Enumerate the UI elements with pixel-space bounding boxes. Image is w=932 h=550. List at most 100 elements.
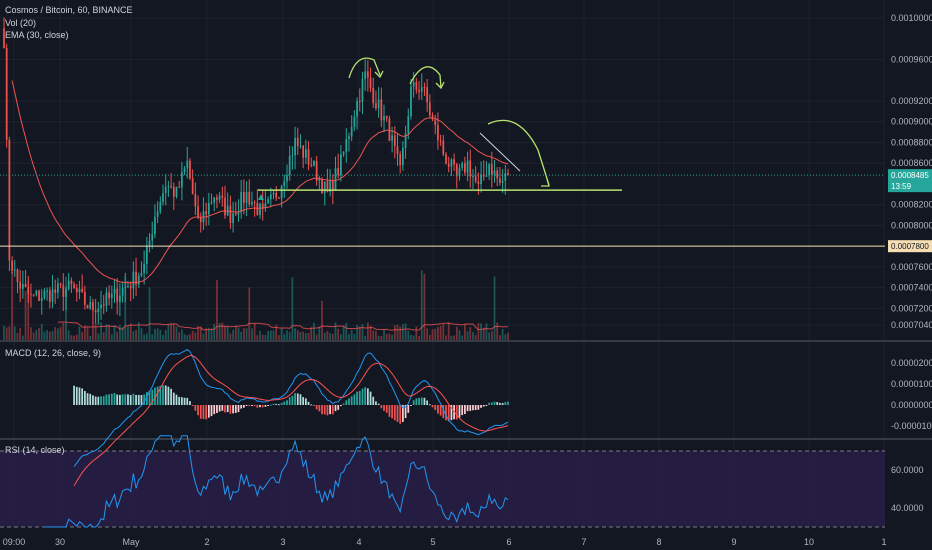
volume-bar-92 <box>251 328 253 340</box>
candle-body-7 <box>21 283 24 289</box>
candle-body-89 <box>243 191 245 204</box>
macd-hist-119 <box>323 405 326 415</box>
candle-64 <box>175 186 178 199</box>
volume-bar-73 <box>199 326 202 340</box>
volume-bar-186 <box>504 334 507 340</box>
y-tick-2: 0.0009200 <box>891 96 932 106</box>
volume-bar-110 <box>299 332 302 340</box>
candle-body-8 <box>24 283 27 288</box>
volume-bar-81 <box>221 322 224 340</box>
candle-7 <box>21 270 24 299</box>
candle-42 <box>116 278 119 315</box>
candle-body-95 <box>259 203 261 215</box>
macd-hist-91 <box>248 405 251 407</box>
macd-hist-70 <box>191 405 194 406</box>
macd-hist-147 <box>399 405 402 424</box>
volume-bar-108 <box>294 328 296 340</box>
macd-hist-186 <box>504 402 507 405</box>
volume-bar-143 <box>388 333 391 340</box>
candle-body-118 <box>321 178 323 194</box>
candle-body-28 <box>78 288 81 293</box>
volume-bar-57 <box>156 328 159 340</box>
candle-body-179 <box>485 175 488 177</box>
candle-136 <box>369 67 372 93</box>
macd-hist-154 <box>418 397 420 405</box>
candle-body-115 <box>313 161 315 166</box>
candle-29 <box>81 274 84 293</box>
volume-bar-62 <box>170 323 172 340</box>
axes: 0.0010000 0.0009600 0.0009200 0.0009000 0.00… <box>3 13 932 547</box>
candle-body-186 <box>504 173 507 181</box>
candle-body-54 <box>148 240 151 247</box>
macd-hist-183 <box>496 402 499 405</box>
volume-bars <box>3 270 509 340</box>
macd-hist-66 <box>181 397 183 405</box>
candle-15 <box>43 288 46 300</box>
volume-bar-169 <box>458 330 461 340</box>
candle-body-69 <box>189 160 191 179</box>
candle-body-6 <box>19 281 22 289</box>
macd-hist-71 <box>194 405 197 411</box>
candle-11 <box>32 294 35 297</box>
candle-body-140 <box>380 99 383 121</box>
volume-bar-59 <box>162 335 164 340</box>
candle-180 <box>488 162 491 180</box>
candle-65 <box>178 180 181 188</box>
volume-bar-91 <box>248 287 251 340</box>
volume-bar-26 <box>73 335 75 340</box>
candle-body-126 <box>342 151 345 155</box>
candle-body-4 <box>13 269 16 271</box>
candle-body-52 <box>143 263 146 273</box>
macd-hist-129 <box>350 396 353 405</box>
macd-hist-150 <box>407 405 410 413</box>
candle-body-86 <box>234 213 237 215</box>
macd-hist-47 <box>129 395 132 405</box>
macd-hist-130 <box>353 394 356 405</box>
candle-31 <box>86 304 89 309</box>
candle-142 <box>385 115 388 122</box>
candle-128 <box>348 132 350 152</box>
macd-hist-160 <box>434 405 437 411</box>
volume-legend: Vol (20) <box>5 18 36 28</box>
candle-body-151 <box>410 86 412 117</box>
volume-bar-16 <box>46 330 48 340</box>
candle-158 <box>428 94 431 118</box>
volume-bar-37 <box>102 332 105 340</box>
candle-body-57 <box>156 211 159 217</box>
volume-bar-162 <box>439 325 442 340</box>
candle-body-110 <box>299 145 302 147</box>
candle-130 <box>353 110 356 132</box>
candle-45 <box>124 272 127 303</box>
macd-hist-51 <box>140 395 143 405</box>
candle-105 <box>286 164 288 189</box>
macd-hist-106 <box>288 397 291 405</box>
macd-hist-176 <box>477 405 480 410</box>
volume-bar-182 <box>493 276 496 340</box>
candle-71 <box>194 182 197 215</box>
candle-body-153 <box>415 82 418 90</box>
rsi-band <box>0 450 885 528</box>
y-tick-1: 0.0009600 <box>891 54 932 64</box>
candle-99 <box>269 187 272 208</box>
macd-hist-94 <box>256 405 259 408</box>
candle-98 <box>267 196 269 204</box>
candle-155 <box>420 73 423 100</box>
volume-bar-51 <box>140 328 143 340</box>
candle-3 <box>11 256 13 275</box>
candle-92 <box>251 191 253 207</box>
volume-bar-45 <box>124 276 127 340</box>
candle-body-142 <box>385 116 388 119</box>
volume-bar-15 <box>43 331 46 340</box>
candle-body-116 <box>315 161 318 181</box>
candle-19 <box>54 279 57 304</box>
macd-hist-86 <box>234 405 237 413</box>
macd-hist-84 <box>229 405 232 414</box>
candle-32 <box>89 296 92 310</box>
candle-97 <box>264 189 267 212</box>
candle-body-26 <box>73 284 75 288</box>
volume-bar-134 <box>364 335 367 340</box>
x-tick-8: 7 <box>581 537 586 547</box>
candle-body-79 <box>216 197 218 200</box>
volume-bar-25 <box>70 335 73 340</box>
